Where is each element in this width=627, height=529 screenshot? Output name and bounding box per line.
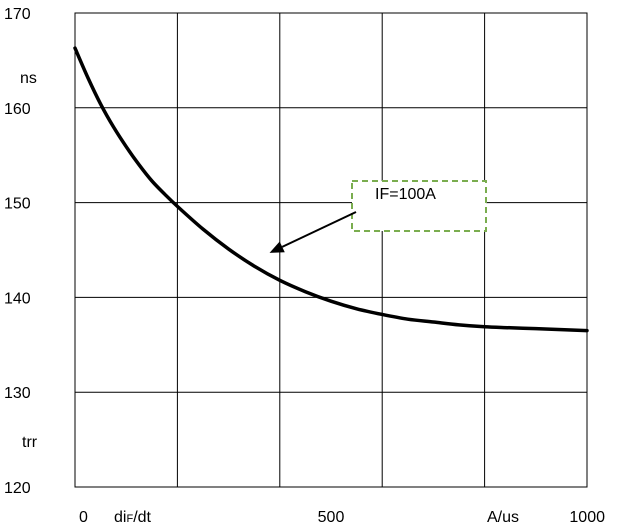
x-tick-label: 0 — [79, 509, 88, 526]
x-axis-label: diF/dt — [114, 509, 152, 526]
x-tick-labels: 0 500 1000 — [79, 509, 605, 526]
y-tick-label: 120 — [4, 480, 31, 497]
annotation-arrow — [281, 211, 357, 248]
x-tick-label: 1000 — [569, 509, 605, 526]
y-tick-labels: 120 130 140 150 160 170 — [4, 6, 31, 497]
annotation-box — [351, 180, 487, 232]
y-tick-label: 160 — [4, 101, 31, 118]
y-tick-label: 170 — [4, 6, 31, 23]
plot-frame — [74, 12, 588, 488]
x-tick-label: 500 — [318, 509, 345, 526]
series-line — [73, 46, 589, 333]
y-tick-label: 140 — [4, 290, 31, 307]
y-unit-label: ns — [20, 70, 37, 87]
annotation-label: IF=100A — [375, 186, 436, 203]
x-unit-label: A/us — [487, 509, 519, 526]
annotation-arrow-head — [269, 241, 285, 253]
y-tick-label: 150 — [4, 196, 31, 213]
grid — [75, 13, 587, 487]
y-axis-label: trr — [22, 434, 38, 451]
y-tick-label: 130 — [4, 385, 31, 402]
